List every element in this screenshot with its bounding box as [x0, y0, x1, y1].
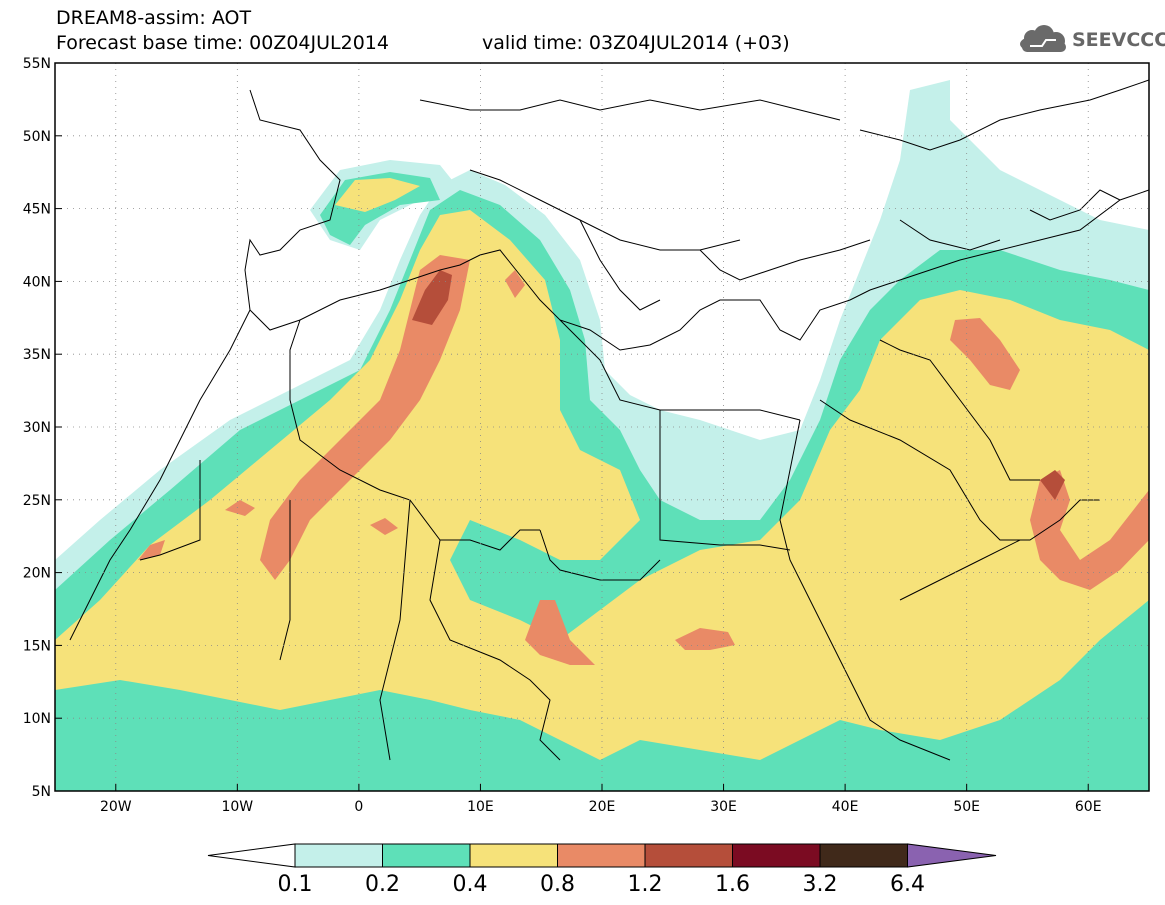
band-0-8-b — [525, 600, 595, 665]
colorbar-label: 0.4 — [452, 872, 488, 897]
band-0-4 — [55, 210, 1149, 760]
lon-label: 20W — [100, 799, 132, 815]
band-1-2 — [412, 270, 452, 325]
cloud-icon — [1020, 25, 1066, 52]
colorbar-segment — [469, 843, 558, 868]
colorbar-segment — [819, 843, 908, 868]
colorbar-segment — [557, 843, 646, 868]
lat-label: 40N — [23, 274, 51, 290]
band-1-2-b — [1040, 470, 1065, 500]
lon-label: 20E — [589, 799, 616, 815]
colorbar-segment — [644, 843, 733, 868]
band-0-4-north — [335, 178, 420, 212]
lon-label: 30E — [710, 799, 737, 815]
colorbar-label: 6.4 — [890, 872, 925, 897]
colorbar-over-triangle — [907, 843, 997, 868]
lon-label: 0 — [354, 799, 363, 815]
valid-time: valid time: 03Z04JUL2014 (+03) — [482, 32, 790, 54]
colorbar-label: 0.8 — [540, 872, 575, 897]
lat-label: 25N — [23, 493, 51, 509]
logo-text: SEEVCCC — [1072, 29, 1165, 51]
colorbar-segment — [732, 843, 821, 868]
colorbar-segment — [382, 843, 471, 868]
lon-label: 10E — [467, 799, 494, 815]
lat-label: 15N — [23, 638, 51, 654]
forecast-base-time: Forecast base time: 00Z04JUL2014 — [56, 32, 389, 54]
lat-label: 45N — [23, 202, 51, 218]
lat-label: 30N — [23, 420, 51, 436]
colorbar-segment — [294, 843, 383, 868]
lat-label: 55N — [23, 56, 51, 72]
graticule — [55, 63, 1149, 791]
lat-label: 50N — [23, 129, 51, 145]
colorbar — [207, 843, 997, 868]
band-0-8-h — [370, 518, 398, 535]
lat-label: 20N — [23, 566, 51, 582]
lat-label: 10N — [23, 711, 51, 727]
lon-label: 10W — [221, 799, 253, 815]
band-0-8-e — [1030, 470, 1149, 590]
band-0-8-c — [675, 628, 735, 650]
colorbar-under-triangle — [207, 843, 296, 868]
band-0-8-g — [225, 500, 255, 516]
colorbar-label: 3.2 — [802, 872, 838, 897]
colorbar-label: 1.6 — [715, 872, 750, 897]
map-title: DREAM8-assim: AOT — [56, 7, 252, 29]
colorbar-label: 0.2 — [365, 872, 400, 897]
latitude-tick-labels: 55N 50N 45N 40N 35N 30N 25N 20N 15N 10N 5N — [23, 56, 62, 800]
lon-label: 60E — [1075, 799, 1102, 815]
country-borders — [69, 79, 1149, 761]
lon-label: 40E — [832, 799, 859, 815]
band-0-8-a — [260, 255, 470, 580]
colorbar-label: 1.2 — [627, 872, 663, 897]
lon-label: 50E — [953, 799, 980, 815]
colorbar-label: 0.1 — [277, 872, 313, 897]
lat-label: 35N — [23, 347, 51, 363]
lat-label: 5N — [32, 784, 51, 800]
longitude-tick-labels: 20W 10W 0 10E 20E 30E 40E 50E 60E — [100, 784, 1102, 815]
band-0-8-i — [505, 270, 525, 298]
